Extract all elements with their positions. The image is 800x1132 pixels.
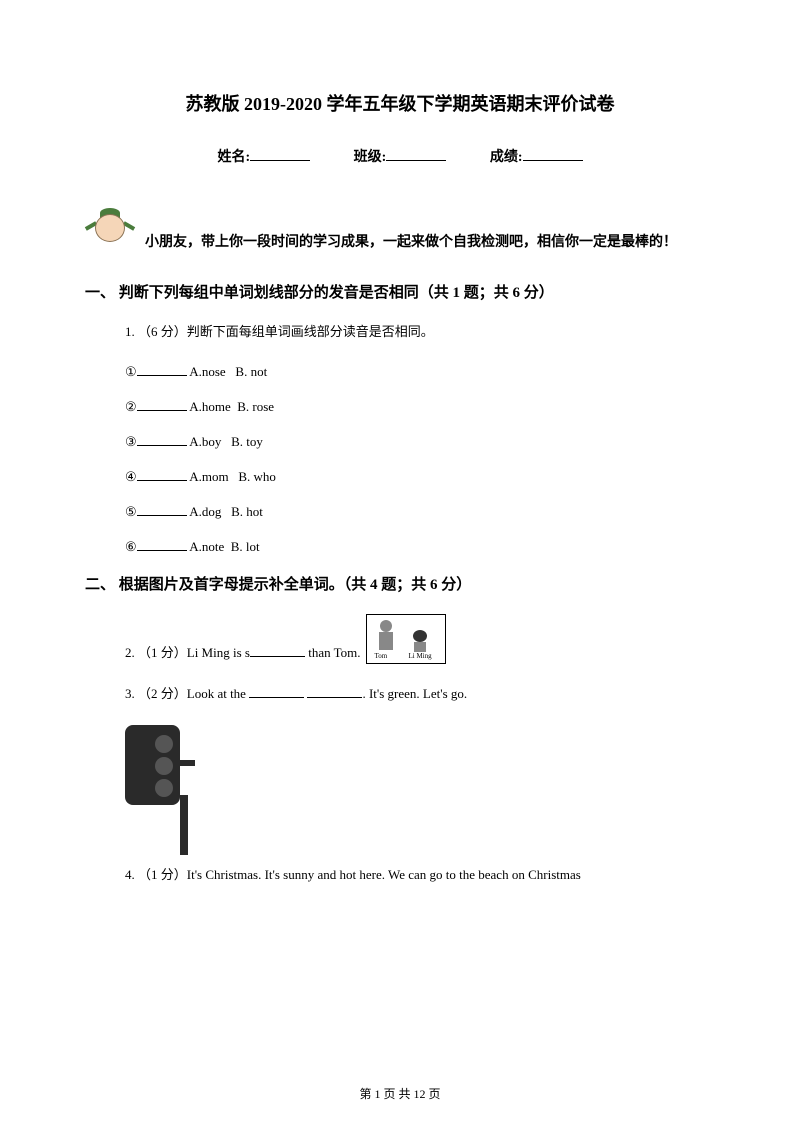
mascot-icon — [85, 206, 135, 256]
traffic-light-image — [125, 725, 200, 845]
answer-blank[interactable] — [307, 685, 362, 698]
q2-suffix: than Tom. — [305, 645, 361, 660]
q1-item-6: ⑥ A.note B. lot — [125, 538, 715, 555]
option-a: A.dog — [189, 504, 221, 519]
option-b: B. not — [235, 364, 267, 379]
exam-title: 苏教版 2019-2020 学年五年级下学期英语期末评价试卷 — [85, 90, 715, 116]
q1-item-4: ④ A.mom B. who — [125, 468, 715, 485]
item-num: ③ — [125, 434, 137, 449]
item-num: ⑤ — [125, 504, 137, 519]
option-b: B. who — [238, 469, 276, 484]
q2: 2. （1 分）Li Ming is s than Tom. Tom Li Mi… — [125, 614, 715, 664]
item-num: ④ — [125, 469, 137, 484]
option-b: B. toy — [231, 434, 263, 449]
option-b: B. lot — [231, 539, 260, 554]
item-num: ② — [125, 399, 137, 414]
answer-blank[interactable] — [137, 363, 187, 376]
score-blank[interactable] — [523, 160, 583, 161]
q2-prefix: 2. （1 分）Li Ming is s — [125, 645, 250, 660]
name-blank[interactable] — [250, 160, 310, 161]
img-label-tom: Tom — [375, 651, 388, 662]
page-footer: 第 1 页 共 12 页 — [0, 1085, 800, 1102]
section2-header: 二、 根据图片及首字母提示补全单词。（共 4 题；共 6 分） — [85, 573, 715, 594]
option-a: A.boy — [189, 434, 221, 449]
option-a: A.nose — [189, 364, 225, 379]
img-label-liming: Li Ming — [409, 651, 432, 662]
q4: 4. （1 分）It's Christmas. It's sunny and h… — [125, 865, 715, 886]
option-a: A.home — [189, 399, 231, 414]
encouragement-text: 小朋友，带上你一段时间的学习成果，一起来做个自我检测吧，相信你一定是最棒的！ — [145, 231, 677, 256]
item-num: ① — [125, 364, 137, 379]
q1-item-5: ⑤ A.dog B. hot — [125, 503, 715, 520]
q1-intro: 1. （6 分）判断下面每组单词画线部分读音是否相同。 — [125, 322, 715, 343]
option-a: A.note — [189, 539, 224, 554]
answer-blank[interactable] — [137, 398, 187, 411]
class-blank[interactable] — [386, 160, 446, 161]
q1-item-2: ② A.home B. rose — [125, 398, 715, 415]
answer-blank[interactable] — [137, 468, 187, 481]
answer-blank[interactable] — [137, 503, 187, 516]
q3-prefix: 3. （2 分）Look at the — [125, 686, 249, 701]
q1-item-3: ③ A.boy B. toy — [125, 433, 715, 450]
answer-blank[interactable] — [250, 644, 305, 657]
q1-item-1: ① A.nose B. not — [125, 363, 715, 380]
q3-suffix: . It's green. Let's go. — [362, 686, 467, 701]
answer-blank[interactable] — [137, 538, 187, 551]
item-num: ⑥ — [125, 539, 137, 554]
option-a: A.mom — [189, 469, 228, 484]
answer-blank[interactable] — [249, 685, 304, 698]
score-label: 成绩: — [490, 150, 523, 165]
class-label: 班级: — [354, 150, 387, 165]
student-info-line: 姓名: 班级: 成绩: — [85, 146, 715, 166]
answer-blank[interactable] — [137, 433, 187, 446]
option-b: B. hot — [231, 504, 263, 519]
name-label: 姓名: — [217, 150, 250, 165]
section1-header: 一、 判断下列每组中单词划线部分的发音是否相同（共 1 题；共 6 分） — [85, 281, 715, 302]
q2-image: Tom Li Ming — [366, 614, 446, 664]
option-b: B. rose — [237, 399, 274, 414]
q3: 3. （2 分）Look at the . It's green. Let's … — [125, 684, 715, 705]
